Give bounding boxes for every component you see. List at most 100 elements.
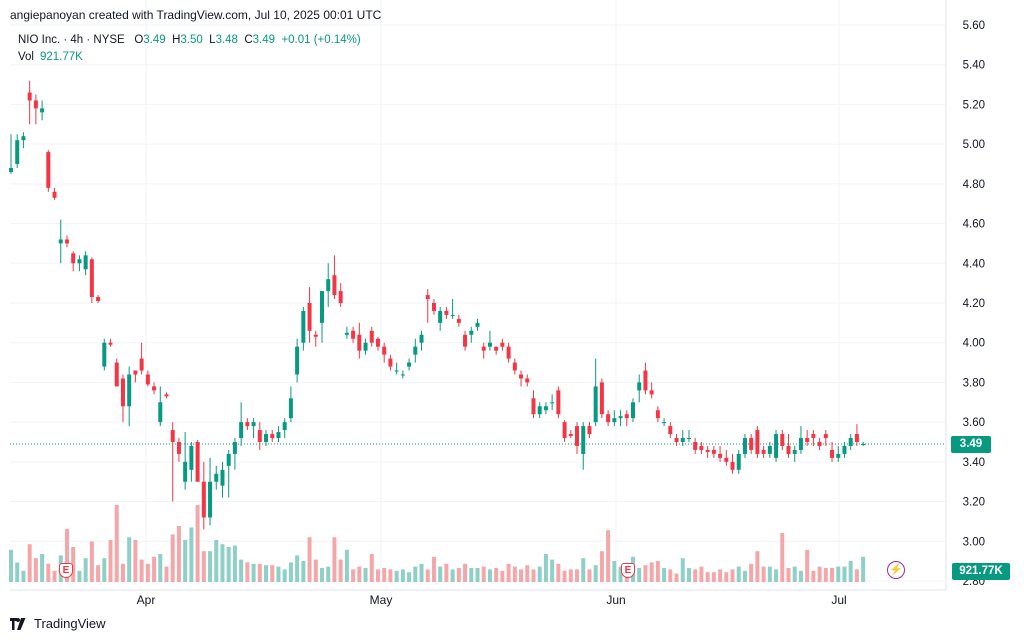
volume-bar <box>189 527 194 582</box>
attribution-text: angiepanoyan created with TradingView.co… <box>10 8 382 22</box>
volume-bar <box>344 549 349 582</box>
symbol-name[interactable]: NIO Inc. · 4h · NYSE <box>18 34 125 46</box>
candle-body <box>326 279 331 292</box>
price-candles <box>9 80 866 530</box>
volume-bar <box>550 559 555 582</box>
volume-bar <box>419 563 424 582</box>
volume-bar <box>214 540 219 582</box>
time-axis[interactable]: Apr May Jun Jul <box>137 593 847 607</box>
volume-bar <box>711 572 716 582</box>
candle-body <box>145 374 150 385</box>
volume-bar <box>394 570 399 582</box>
candle-body <box>33 100 38 109</box>
candle-body <box>674 438 679 442</box>
volume-bar <box>295 555 300 582</box>
close-label: C <box>244 34 253 46</box>
candle-body <box>575 426 580 446</box>
symbol-legend: NIO Inc. · 4h · NYSE O3.49 H3.50 L3.48 C… <box>18 34 361 46</box>
candle-body <box>195 442 200 482</box>
candle-body <box>494 346 499 351</box>
volume-bar <box>9 549 13 582</box>
candle-body <box>811 434 816 439</box>
volume-bar <box>46 563 51 582</box>
candle-body <box>251 422 256 427</box>
candle-body <box>400 374 405 376</box>
volume-bar <box>152 556 157 582</box>
candle-body <box>394 370 399 372</box>
volume-bar <box>662 568 667 582</box>
price-tick-label: 5.00 <box>963 139 985 151</box>
candle-body <box>450 314 455 316</box>
candle-body <box>861 443 866 445</box>
candle-body <box>313 334 318 337</box>
volume-bar <box>655 561 660 582</box>
candle-body <box>711 449 716 454</box>
time-tick-label: Jul <box>831 593 846 607</box>
volume-bar <box>52 570 57 582</box>
candle-body <box>89 259 94 298</box>
volume-bar <box>139 559 144 582</box>
candle-body <box>606 414 611 423</box>
volume-bar <box>264 565 269 582</box>
volume-bar <box>208 551 213 582</box>
candle-body <box>264 434 269 442</box>
volume-bar <box>543 554 548 582</box>
volume-bar <box>351 569 356 582</box>
volume-bar <box>512 566 517 582</box>
price-tick-label: 3.20 <box>963 497 985 509</box>
candle-body <box>774 434 779 458</box>
candle-body <box>438 310 443 323</box>
volume-bar <box>431 556 436 582</box>
price-tick-label: 5.20 <box>963 99 985 111</box>
candle-body <box>288 398 293 419</box>
candle-body <box>519 374 524 379</box>
volume-bar <box>475 568 480 582</box>
candle-body <box>581 426 586 454</box>
volume-bar <box>195 505 200 582</box>
price-tick-label: 4.00 <box>963 338 985 350</box>
volume-bar <box>854 569 859 582</box>
volume-bar <box>232 545 237 582</box>
volume-bar <box>587 569 592 582</box>
time-tick-label: Jun <box>606 593 625 607</box>
candle-body <box>413 346 418 355</box>
volume-bar <box>363 568 368 582</box>
candle-body <box>643 370 648 391</box>
candle-body <box>587 426 592 435</box>
volume-bar <box>805 549 810 582</box>
footer-brand[interactable]: TradingView <box>10 616 106 631</box>
volume-bar <box>64 528 69 582</box>
candle-body <box>649 390 654 395</box>
volume-bar <box>425 569 430 582</box>
candle-body <box>338 291 343 303</box>
candle-body <box>158 402 163 423</box>
volume-bar <box>120 563 125 582</box>
candle-body <box>506 346 511 359</box>
volume-bar <box>226 547 231 582</box>
candle-body <box>705 449 710 452</box>
candle-body <box>64 239 69 244</box>
earnings-marker[interactable]: E <box>621 563 635 578</box>
volume-bar <box>686 568 691 582</box>
candle-body <box>786 445 791 454</box>
candle-body <box>631 402 635 419</box>
volume-bar <box>326 566 331 582</box>
candle-body <box>214 473 219 482</box>
earnings-marker[interactable]: E <box>59 563 73 578</box>
candle-body <box>102 342 107 367</box>
volume-bar <box>257 563 262 582</box>
volume-bar <box>767 566 772 582</box>
price-tick-label: 4.60 <box>963 219 985 231</box>
candle-body <box>830 449 835 458</box>
volume-bar <box>531 569 536 582</box>
volume-bar <box>525 565 530 582</box>
candle-body <box>761 449 766 454</box>
price-axis[interactable]: 5.60 5.40 5.20 5.00 4.80 4.60 4.40 4.20 4.00 3.80… <box>963 20 985 588</box>
volume-label[interactable]: Vol <box>18 51 34 63</box>
candle-body <box>531 398 536 415</box>
lightning-icon[interactable]: ⚡ <box>887 561 905 579</box>
volume-bar <box>612 561 617 582</box>
candle-body <box>456 318 461 323</box>
volume-bar <box>27 544 32 582</box>
